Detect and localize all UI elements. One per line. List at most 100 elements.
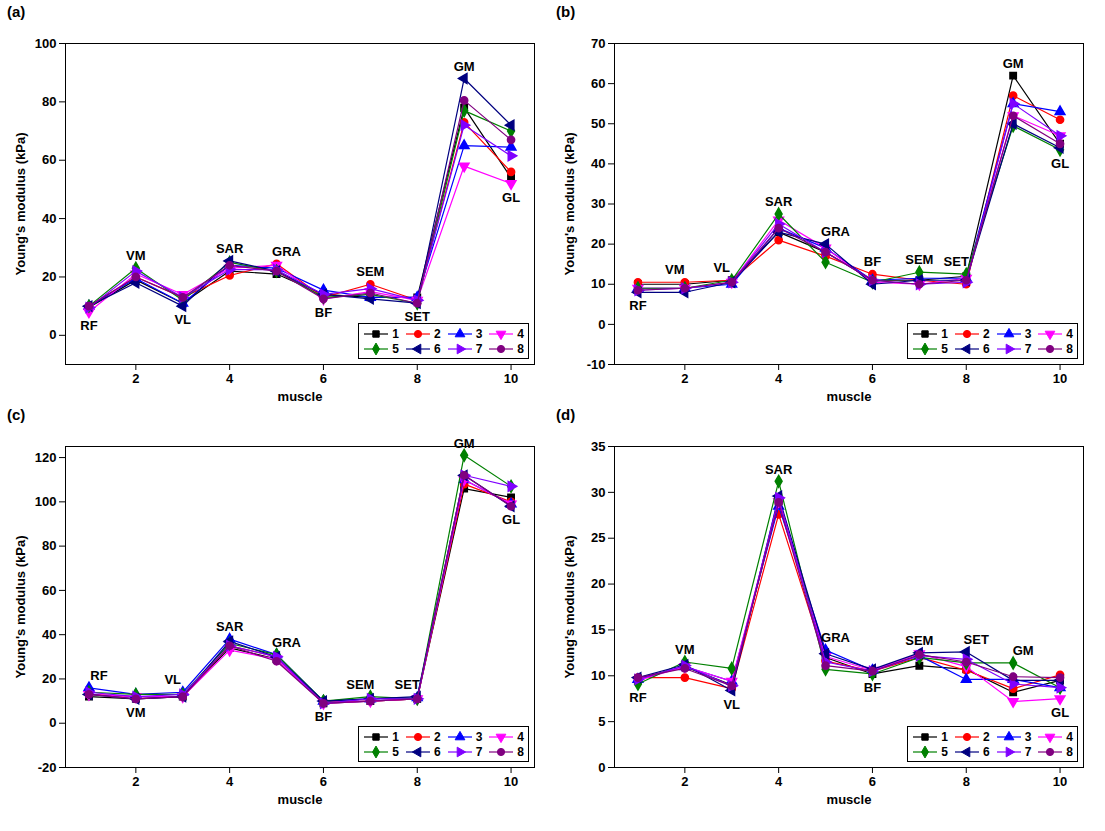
svg-text:SAR: SAR xyxy=(216,241,244,256)
svg-text:30: 30 xyxy=(591,485,605,500)
svg-text:40: 40 xyxy=(42,211,56,226)
svg-text:2: 2 xyxy=(681,774,688,789)
svg-text:80: 80 xyxy=(42,538,56,553)
svg-text:70: 70 xyxy=(591,36,605,51)
svg-text:Young's modulus (kPa): Young's modulus (kPa) xyxy=(13,133,28,276)
svg-text:VL: VL xyxy=(164,672,181,687)
svg-text:2: 2 xyxy=(681,371,688,386)
svg-text:10: 10 xyxy=(1053,371,1067,386)
svg-text:VM: VM xyxy=(675,642,695,657)
svg-text:-20: -20 xyxy=(38,760,57,775)
svg-text:GM: GM xyxy=(1013,643,1034,658)
svg-text:RF: RF xyxy=(629,690,646,705)
svg-text:35: 35 xyxy=(591,439,605,454)
svg-text:GL: GL xyxy=(1051,156,1069,171)
svg-text:40: 40 xyxy=(42,627,56,642)
svg-text:100: 100 xyxy=(35,36,57,51)
svg-text:6: 6 xyxy=(869,371,876,386)
svg-text:8: 8 xyxy=(414,371,421,386)
svg-text:10: 10 xyxy=(1053,774,1067,789)
svg-text:BF: BF xyxy=(864,254,881,269)
svg-text:15: 15 xyxy=(591,622,605,637)
svg-text:20: 20 xyxy=(42,269,56,284)
svg-text:2: 2 xyxy=(132,371,139,386)
svg-text:120: 120 xyxy=(35,450,57,465)
svg-text:SAR: SAR xyxy=(765,194,793,209)
svg-text:SET: SET xyxy=(944,254,969,269)
svg-text:8: 8 xyxy=(963,371,970,386)
svg-text:VL: VL xyxy=(174,312,191,327)
svg-text:10: 10 xyxy=(591,276,605,291)
svg-text:VM: VM xyxy=(126,248,146,263)
svg-text:Young's modulus (kPa): Young's modulus (kPa) xyxy=(13,536,28,679)
svg-text:GM: GM xyxy=(1003,56,1024,71)
svg-text:25: 25 xyxy=(591,530,605,545)
svg-text:10: 10 xyxy=(591,668,605,683)
svg-text:0: 0 xyxy=(598,317,605,332)
svg-text:BF: BF xyxy=(864,680,881,695)
svg-text:4: 4 xyxy=(226,774,234,789)
svg-text:0: 0 xyxy=(598,760,605,775)
svg-text:GRA: GRA xyxy=(272,635,302,650)
svg-text:muscle: muscle xyxy=(827,389,872,404)
svg-text:SAR: SAR xyxy=(216,619,244,634)
svg-text:SET: SET xyxy=(964,632,989,647)
svg-text:VM: VM xyxy=(665,262,685,277)
svg-text:0: 0 xyxy=(49,715,56,730)
svg-text:SEM: SEM xyxy=(346,677,374,692)
svg-text:60: 60 xyxy=(591,76,605,91)
svg-text:5: 5 xyxy=(598,714,605,729)
svg-text:GL: GL xyxy=(502,190,520,205)
svg-text:Young's modulus (kPa): Young's modulus (kPa) xyxy=(562,133,577,276)
svg-text:muscle: muscle xyxy=(278,792,323,807)
svg-text:40: 40 xyxy=(591,156,605,171)
svg-text:BF: BF xyxy=(315,709,332,724)
svg-text:GRA: GRA xyxy=(821,630,851,645)
svg-text:GRA: GRA xyxy=(272,244,302,259)
svg-text:100: 100 xyxy=(35,494,57,509)
svg-text:GL: GL xyxy=(502,512,520,527)
html-text:(a): (a) xyxy=(7,3,26,20)
svg-text:VL: VL xyxy=(723,697,740,712)
svg-text:4: 4 xyxy=(775,774,783,789)
svg-text:BF: BF xyxy=(315,305,332,320)
svg-text:-10: -10 xyxy=(587,357,606,372)
svg-text:10: 10 xyxy=(504,774,518,789)
svg-text:20: 20 xyxy=(591,236,605,251)
svg-text:RF: RF xyxy=(90,668,107,683)
svg-text:30: 30 xyxy=(591,196,605,211)
svg-text:0: 0 xyxy=(49,327,56,342)
svg-text:VL: VL xyxy=(713,260,730,275)
html-text:(b): (b) xyxy=(556,3,576,20)
svg-text:2: 2 xyxy=(132,774,139,789)
svg-text:GM: GM xyxy=(454,436,475,451)
svg-text:6: 6 xyxy=(320,371,327,386)
svg-text:10: 10 xyxy=(504,371,518,386)
svg-text:GL: GL xyxy=(1051,705,1069,720)
svg-text:20: 20 xyxy=(591,576,605,591)
svg-text:50: 50 xyxy=(591,116,605,131)
svg-text:6: 6 xyxy=(320,774,327,789)
svg-text:Young's modulus (kPa): Young's modulus (kPa) xyxy=(562,536,577,679)
svg-text:6: 6 xyxy=(869,774,876,789)
svg-text:20: 20 xyxy=(42,671,56,686)
svg-text:8: 8 xyxy=(963,774,970,789)
svg-text:RF: RF xyxy=(629,298,646,313)
svg-text:4: 4 xyxy=(226,371,234,386)
svg-text:80: 80 xyxy=(42,94,56,109)
svg-text:VM: VM xyxy=(126,705,146,720)
svg-text:8: 8 xyxy=(414,774,421,789)
svg-text:muscle: muscle xyxy=(827,792,872,807)
svg-text:SEM: SEM xyxy=(356,264,384,279)
svg-text:SAR: SAR xyxy=(765,462,793,477)
svg-text:4: 4 xyxy=(775,371,783,386)
svg-text:60: 60 xyxy=(42,152,56,167)
svg-text:60: 60 xyxy=(42,583,56,598)
svg-text:SEM: SEM xyxy=(905,633,933,648)
svg-text:GM: GM xyxy=(454,59,475,74)
svg-text:GRA: GRA xyxy=(821,224,851,239)
svg-text:SET: SET xyxy=(395,677,420,692)
svg-text:RF: RF xyxy=(80,318,97,333)
svg-text:SEM: SEM xyxy=(905,252,933,267)
svg-text:muscle: muscle xyxy=(278,389,323,404)
